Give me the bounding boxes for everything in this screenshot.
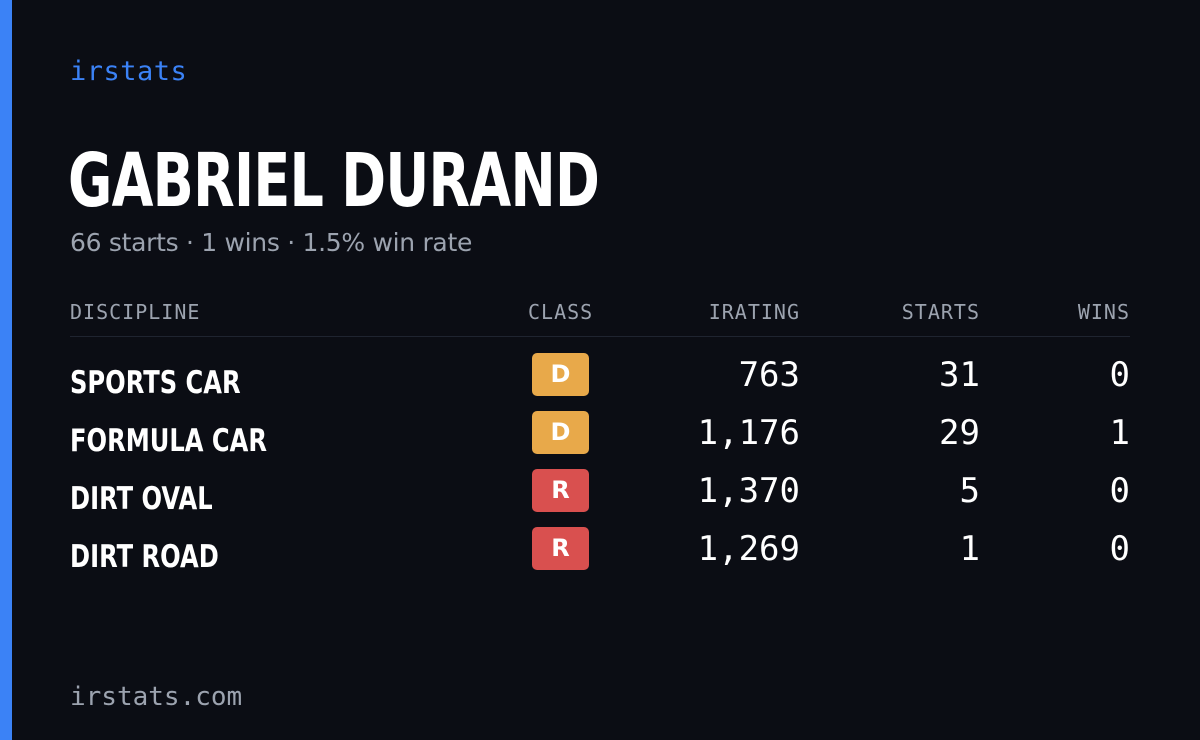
header-irating: IRATING: [708, 300, 800, 324]
discipline-label: DIRT ROAD: [70, 539, 219, 575]
starts-value: 5: [959, 471, 980, 511]
discipline-label: FORMULA CAR: [70, 423, 268, 459]
table-row: SPORTS CAR D 763 31 0: [70, 353, 1130, 411]
header-class: CLASS: [528, 300, 594, 324]
wins-value: 1: [1109, 413, 1130, 453]
player-summary: 66 starts · 1 wins · 1.5% win rate: [70, 228, 473, 257]
brand-logo: irstats: [70, 56, 188, 87]
class-badge: D: [532, 353, 589, 396]
stats-table: DISCIPLINE CLASS IRATING STARTS WINS SPO…: [70, 298, 1130, 585]
footer-url: irstats.com: [70, 682, 243, 712]
irating-value: 1,176: [697, 413, 800, 453]
irating-value: 1,370: [697, 471, 800, 511]
table-row: DIRT ROAD R 1,269 1 0: [70, 527, 1130, 585]
header-discipline: DISCIPLINE: [70, 300, 201, 324]
table-header: DISCIPLINE CLASS IRATING STARTS WINS: [70, 298, 1130, 337]
irating-value: 1,269: [697, 529, 800, 569]
class-badge: R: [532, 527, 589, 570]
class-badge: D: [532, 411, 589, 454]
starts-value: 29: [939, 413, 980, 453]
table-row: DIRT OVAL R 1,370 5 0: [70, 469, 1130, 527]
table-row: FORMULA CAR D 1,176 29 1: [70, 411, 1130, 469]
wins-value: 0: [1109, 471, 1130, 511]
table-body: SPORTS CAR D 763 31 0 FORMULA CAR D 1,17…: [70, 353, 1130, 585]
irating-value: 763: [738, 355, 800, 395]
starts-value: 1: [959, 529, 980, 569]
header-starts: STARTS: [901, 300, 980, 324]
discipline-label: DIRT OVAL: [70, 481, 213, 517]
class-badge: R: [532, 469, 589, 512]
starts-value: 31: [939, 355, 980, 395]
wins-value: 0: [1109, 529, 1130, 569]
discipline-label: SPORTS CAR: [70, 365, 241, 401]
player-name: GABRIEL DURAND: [68, 138, 600, 224]
header-wins: WINS: [1077, 300, 1130, 324]
wins-value: 0: [1109, 355, 1130, 395]
accent-bar: [0, 0, 12, 740]
